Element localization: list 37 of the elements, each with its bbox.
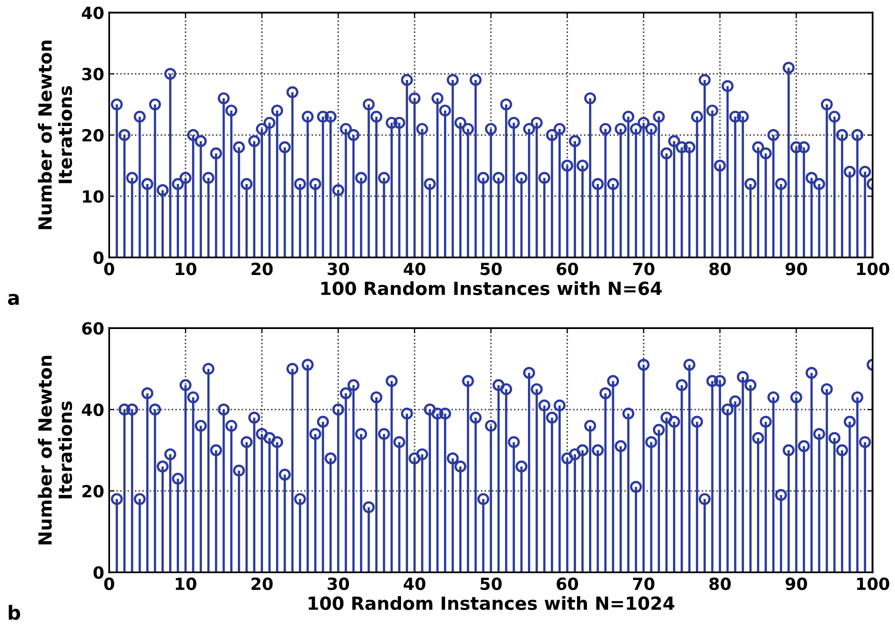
x-tick-label: 0 [104, 262, 114, 276]
y-tick-label: 20 [82, 484, 104, 498]
x-tick-label: 70 [633, 577, 654, 590]
y-tick-label: 30 [82, 68, 104, 80]
y-axis-title: Number of Newton Iterations [38, 40, 72, 230]
x-tick-label: 60 [556, 577, 578, 590]
y-tick-label: 60 [82, 322, 104, 335]
x-tick-label: 30 [328, 262, 350, 276]
x-tick-label: 60 [556, 262, 578, 276]
x-tick-label: 30 [328, 577, 350, 590]
y-tick-label: 0 [94, 566, 104, 579]
x-tick-label: 20 [252, 262, 273, 276]
x-tick-label: 100 [857, 262, 890, 276]
x-axis-title: 100 Random Instances with N=1024 [308, 596, 674, 610]
x-tick-label: 40 [404, 262, 426, 276]
x-tick-label: 20 [252, 577, 273, 590]
y-tick-label: 40 [82, 6, 104, 20]
x-tick-label: 10 [176, 262, 196, 276]
x-tick-label: 50 [480, 577, 502, 590]
x-tick-label: 80 [709, 577, 731, 590]
x-tick-label: 50 [480, 262, 502, 276]
x-tick-label: 40 [404, 577, 426, 590]
x-tick-label: 100 [857, 577, 890, 590]
x-axis-title: 100 Random Instances with N=64 [321, 281, 662, 296]
text: a [8, 294, 19, 306]
x-tick-label: 0 [104, 577, 114, 590]
y-tick-label: 20 [82, 128, 104, 142]
y-tick-label: 40 [82, 403, 104, 416]
text: b [8, 604, 20, 620]
y-tick-label: 10 [83, 190, 104, 203]
x-tick-label: 10 [176, 577, 196, 590]
y-tick-label: 0 [94, 251, 104, 264]
x-tick-label: 80 [709, 262, 731, 276]
x-tick-label: 90 [786, 577, 808, 590]
x-tick-label: 70 [633, 262, 654, 276]
y-axis-title: Number of Newton Iterations [38, 356, 72, 544]
x-tick-label: 90 [786, 262, 808, 276]
